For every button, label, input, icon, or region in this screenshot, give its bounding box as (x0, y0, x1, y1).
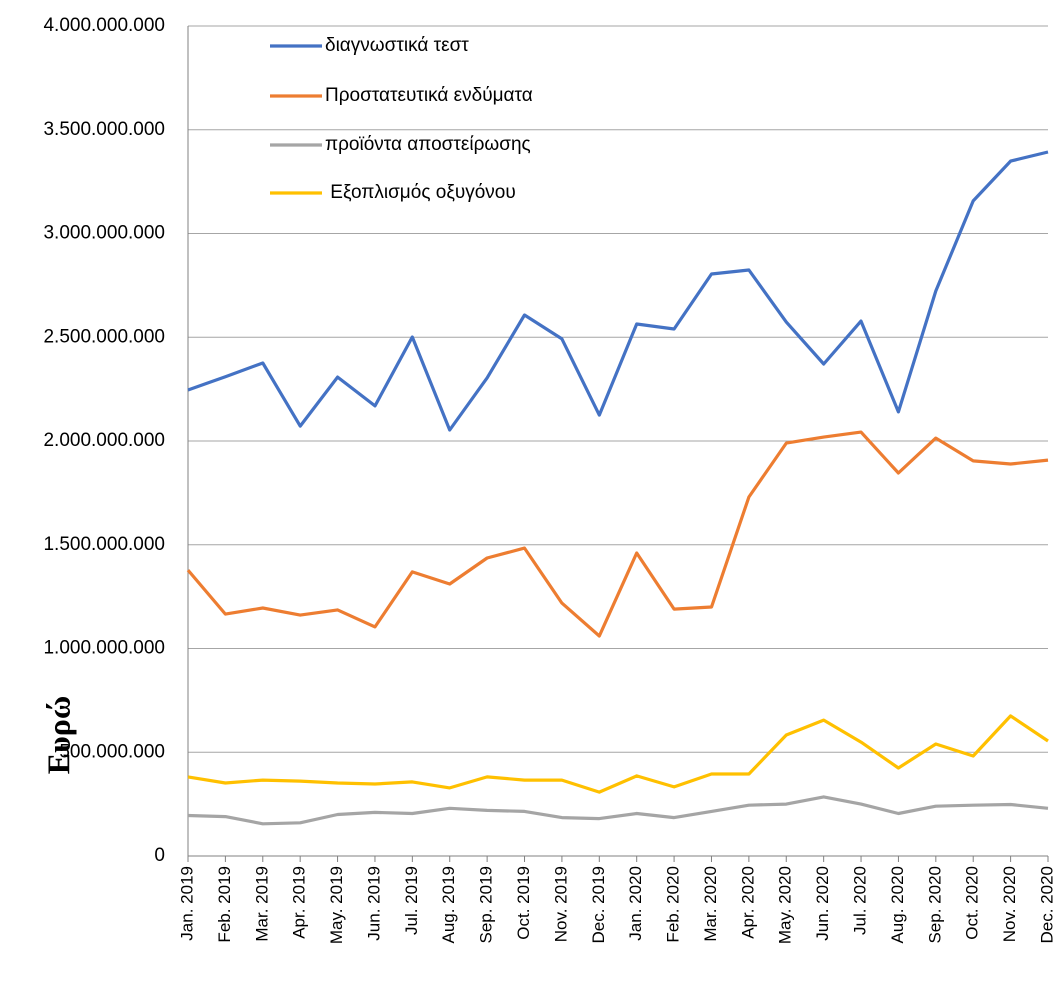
x-tick-label: Dec. 2020 (1037, 866, 1056, 944)
x-tick-label: Dec. 2019 (589, 866, 608, 944)
x-tick-label: Aug. 2019 (439, 866, 458, 944)
series-line (187, 795, 1049, 826)
x-tick-label: Oct. 2019 (514, 866, 533, 940)
y-tick-label: 0 (154, 845, 165, 866)
x-tick-label: Nov. 2020 (1000, 866, 1019, 942)
y-tick-label: 1.000.000.000 (43, 638, 165, 659)
series-line (186, 430, 1049, 638)
x-tick-label: Mar. 2019 (252, 866, 271, 942)
y-tick-label: 1.500.000.000 (43, 534, 165, 555)
y-tick-label: 2.000.000.000 (43, 430, 165, 451)
y-tick-label: 3.500.000.000 (43, 119, 165, 140)
legend-label: διαγνωστικά τεστ (325, 35, 469, 56)
x-tick-label: Sep. 2020 (925, 866, 944, 944)
x-tick-label: Jul. 2020 (851, 866, 870, 935)
y-tick-label: 4.000.000.000 (43, 15, 165, 36)
x-tick-label: Sep. 2019 (477, 866, 496, 944)
x-tick-label: Apr. 2020 (738, 866, 757, 939)
x-tick-label: Oct. 2020 (963, 866, 982, 940)
x-tick-label: May. 2019 (327, 866, 346, 944)
y-tick-label: 2.500.000.000 (43, 326, 165, 347)
legend-label: προϊόντα αποστείρωσης (325, 134, 531, 155)
x-tick-label: Apr. 2019 (290, 866, 309, 939)
x-tick-label: Feb. 2019 (215, 866, 234, 943)
legend-label: Προστατευτικά ενδύματα (325, 85, 533, 106)
y-tick-label: 500.000.000 (59, 741, 165, 762)
x-tick-label: Aug. 2020 (888, 866, 907, 944)
x-tick-label: Jul. 2019 (402, 866, 421, 935)
x-tick-label: Mar. 2020 (701, 866, 720, 942)
series-line (187, 150, 1049, 432)
x-tick-label: Jan. 2020 (626, 866, 645, 941)
y-tick-label: 3.000.000.000 (43, 223, 165, 244)
x-tick-label: Feb. 2020 (664, 866, 683, 943)
legend-label: Εξοπλισμός οξυγόνου (325, 182, 516, 203)
x-tick-label: May. 2020 (776, 866, 795, 944)
series-line (187, 714, 1049, 794)
x-tick-label: Nov. 2019 (551, 866, 570, 942)
x-tick-label: Jun. 2020 (813, 866, 832, 941)
y-axis-label: Ευρώ (40, 696, 76, 774)
x-tick-label: Jan. 2019 (177, 866, 196, 941)
x-tick-label: Jun. 2019 (364, 866, 383, 941)
